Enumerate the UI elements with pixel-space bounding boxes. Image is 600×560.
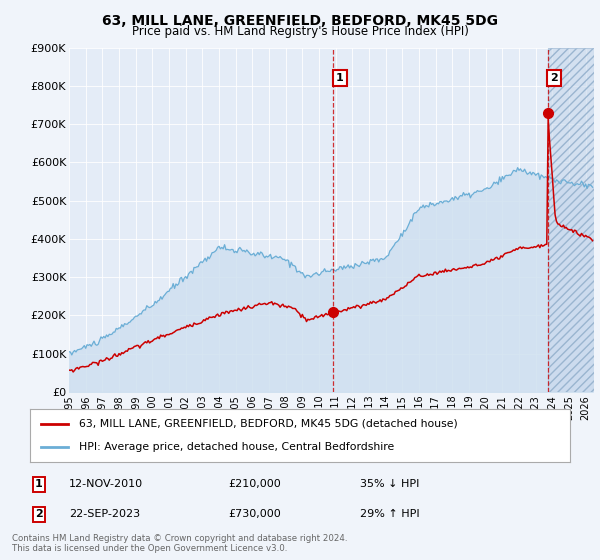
Text: 2: 2 <box>35 509 43 519</box>
Bar <box>548 48 594 392</box>
Text: 22-SEP-2023: 22-SEP-2023 <box>69 509 140 519</box>
Text: 1: 1 <box>35 479 43 489</box>
Text: 1: 1 <box>336 73 344 83</box>
Bar <box>548 48 594 392</box>
Text: 2: 2 <box>550 73 558 83</box>
Text: 12-NOV-2010: 12-NOV-2010 <box>69 479 143 489</box>
Text: £210,000: £210,000 <box>228 479 281 489</box>
Text: £730,000: £730,000 <box>228 509 281 519</box>
Text: This data is licensed under the Open Government Licence v3.0.: This data is licensed under the Open Gov… <box>12 544 287 553</box>
Text: Price paid vs. HM Land Registry's House Price Index (HPI): Price paid vs. HM Land Registry's House … <box>131 25 469 38</box>
Text: 35% ↓ HPI: 35% ↓ HPI <box>360 479 419 489</box>
Text: Contains HM Land Registry data © Crown copyright and database right 2024.: Contains HM Land Registry data © Crown c… <box>12 534 347 543</box>
Text: 29% ↑ HPI: 29% ↑ HPI <box>360 509 419 519</box>
Text: HPI: Average price, detached house, Central Bedfordshire: HPI: Average price, detached house, Cent… <box>79 442 394 452</box>
Text: 63, MILL LANE, GREENFIELD, BEDFORD, MK45 5DG (detached house): 63, MILL LANE, GREENFIELD, BEDFORD, MK45… <box>79 419 457 429</box>
Text: 63, MILL LANE, GREENFIELD, BEDFORD, MK45 5DG: 63, MILL LANE, GREENFIELD, BEDFORD, MK45… <box>102 14 498 28</box>
